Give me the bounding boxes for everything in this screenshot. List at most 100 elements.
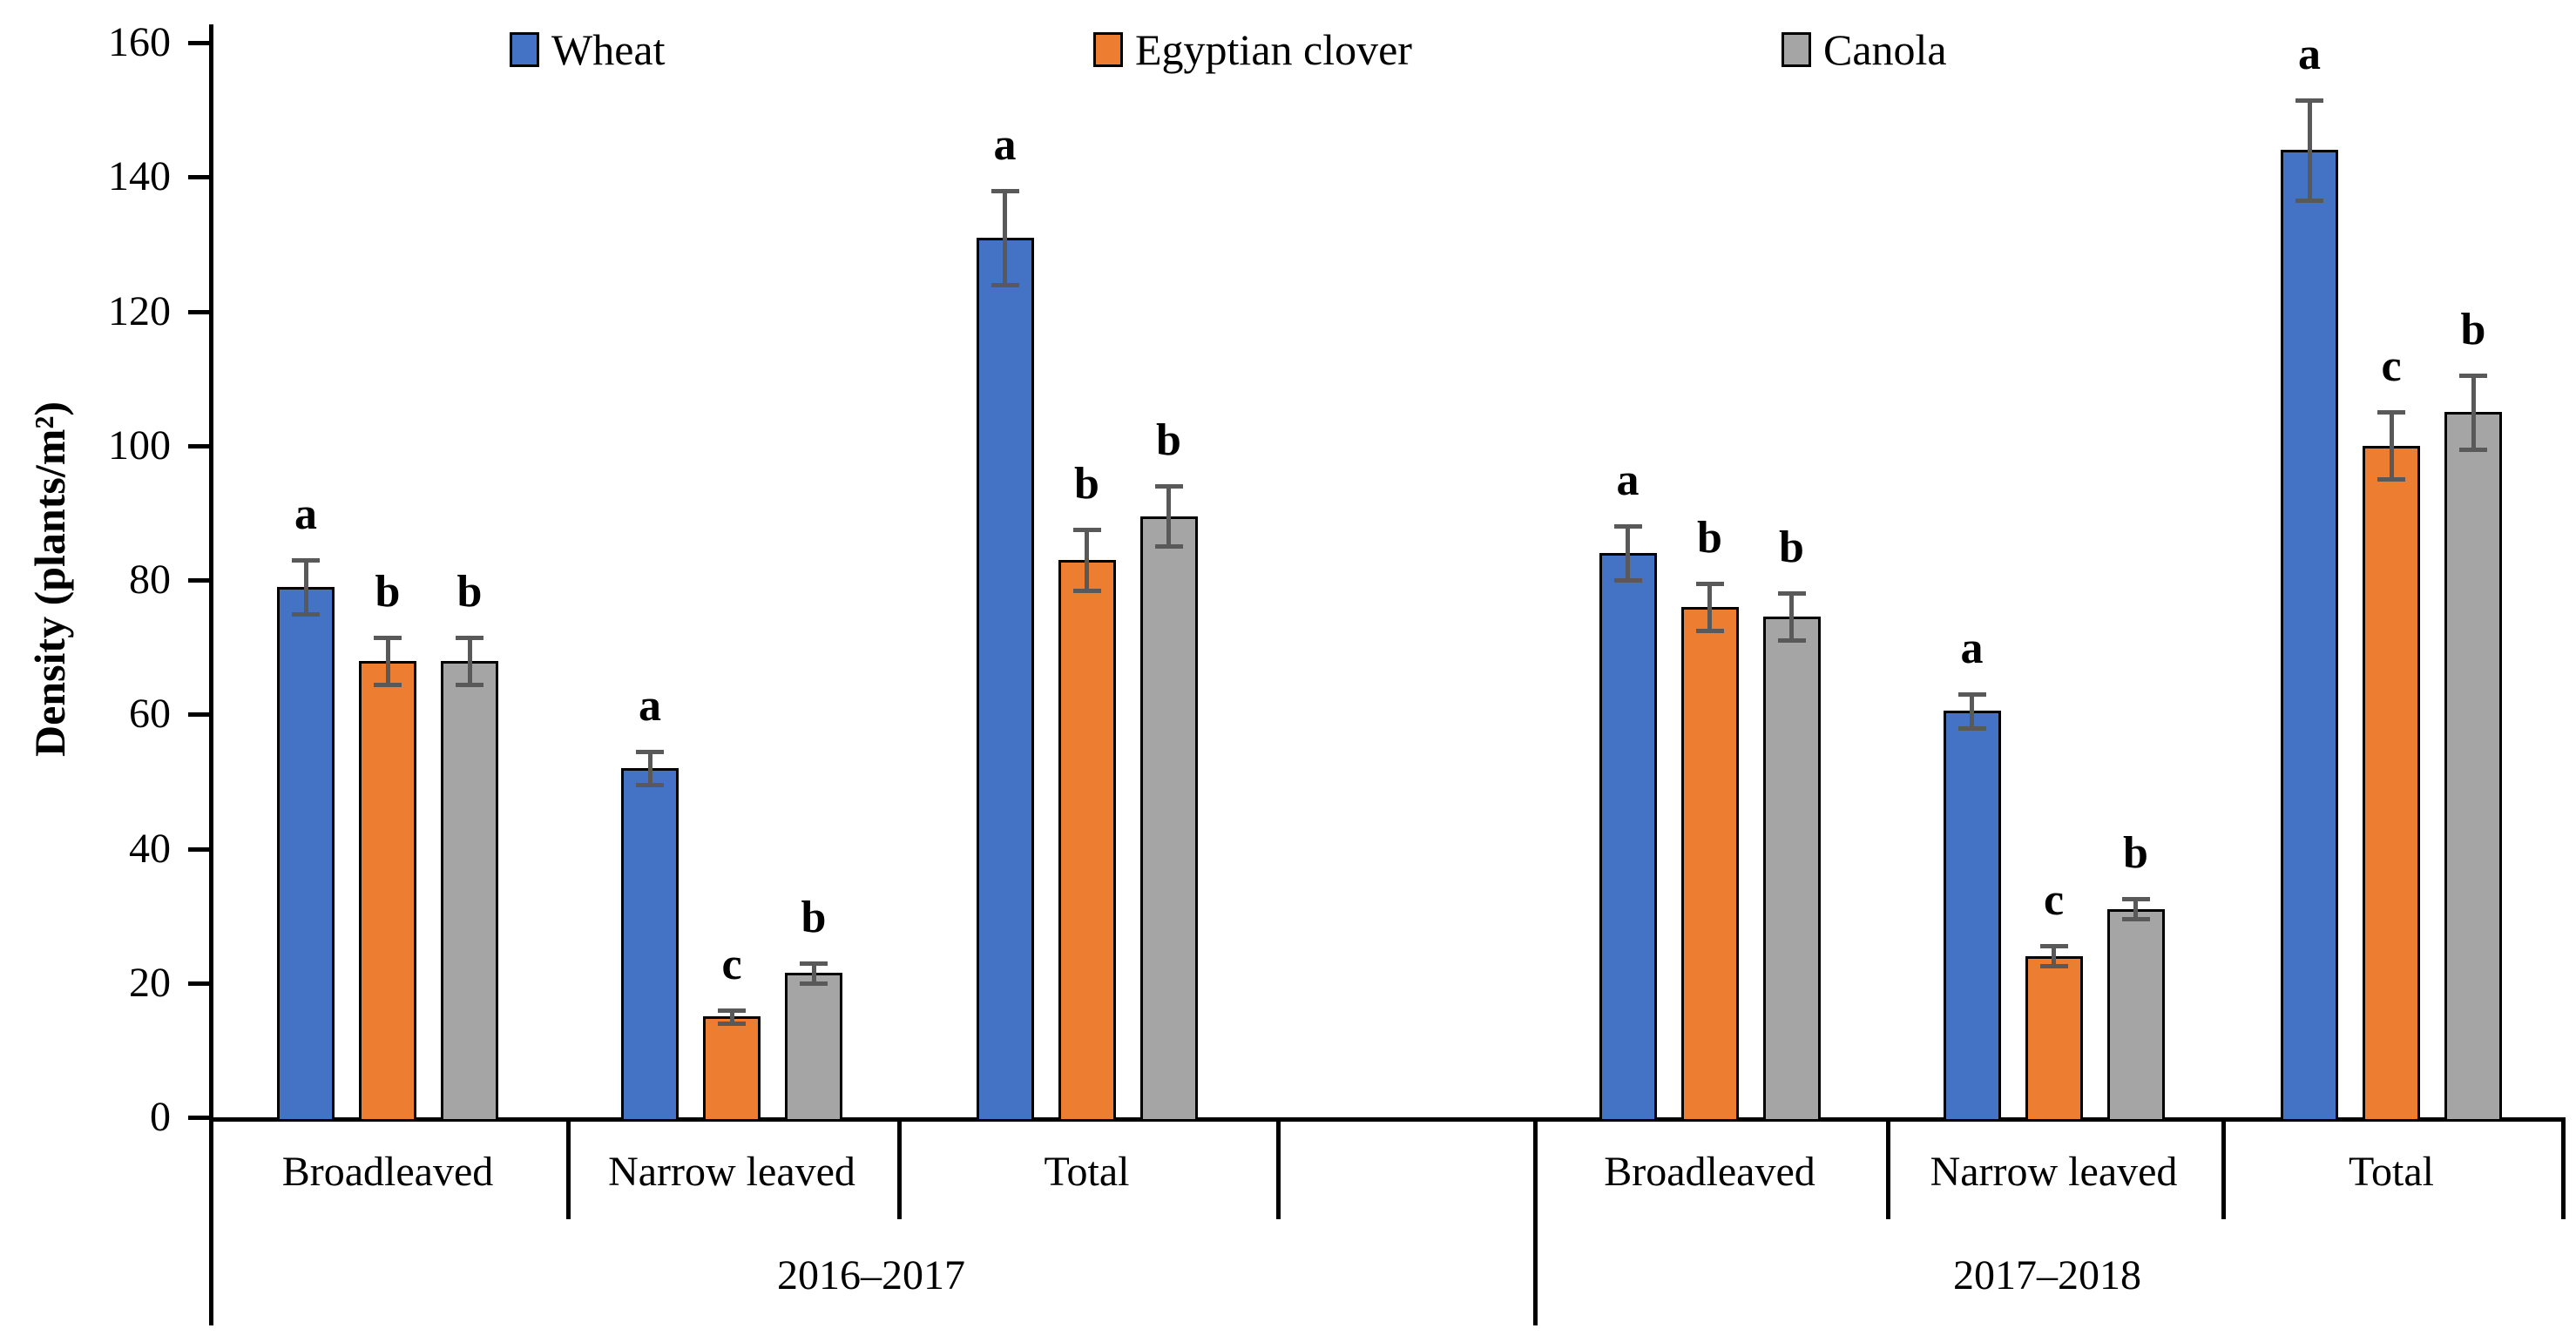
y-tick-mark bbox=[188, 578, 209, 583]
category-divider bbox=[897, 1117, 902, 1219]
error-bar-cap-bottom bbox=[1613, 578, 1642, 583]
category-divider bbox=[2561, 1117, 2566, 1219]
y-tick-mark bbox=[188, 443, 209, 448]
error-bar-cap-bottom bbox=[718, 1022, 746, 1027]
bar-canola bbox=[2106, 908, 2165, 1122]
category-divider bbox=[566, 1117, 571, 1219]
error-bar-cap-bottom bbox=[2295, 199, 2323, 204]
legend-item-wheat: Wheat bbox=[510, 28, 665, 71]
y-tick-mark bbox=[188, 846, 209, 852]
error-bar-whisker bbox=[1970, 694, 1974, 728]
error-bar-cap-bottom bbox=[1072, 588, 1101, 593]
y-tick-mark bbox=[188, 712, 209, 718]
significance-letter: c bbox=[2381, 341, 2402, 392]
error-bar-cap-bottom bbox=[2377, 477, 2405, 482]
bar-canola bbox=[1762, 617, 1821, 1122]
error-bar-whisker bbox=[729, 1009, 734, 1024]
bar-wheat bbox=[1943, 711, 2001, 1122]
error-bar-cap-top bbox=[456, 635, 483, 640]
error-bar-cap-bottom bbox=[1777, 638, 1806, 644]
error-bar-cap-bottom bbox=[456, 682, 483, 687]
y-tick-label: 40 bbox=[129, 825, 171, 872]
significance-letter: b bbox=[1697, 512, 1722, 563]
error-bar-cap-bottom bbox=[2039, 964, 2068, 969]
y-tick-label: 60 bbox=[129, 691, 171, 738]
category-divider bbox=[1886, 1117, 1890, 1219]
error-bar-cap-top bbox=[1613, 524, 1642, 529]
error-bar-whisker bbox=[811, 962, 816, 983]
bar-egyptian-clover bbox=[703, 1016, 761, 1122]
bar-egyptian-clover bbox=[2025, 955, 2083, 1122]
bar-egyptian-clover bbox=[1680, 606, 1739, 1122]
error-bar-cap-top bbox=[1695, 581, 1724, 586]
error-bar-cap-top bbox=[1957, 692, 1986, 698]
error-bar-whisker bbox=[385, 637, 390, 684]
bar-egyptian-clover bbox=[359, 660, 416, 1122]
significance-letter: b bbox=[1156, 415, 1181, 466]
legend-marker-egyptian-clover bbox=[1093, 32, 1123, 67]
significance-letter: a bbox=[639, 680, 661, 731]
season-label: 2017–2018 bbox=[1953, 1252, 2141, 1298]
error-bar-whisker bbox=[2471, 374, 2476, 449]
error-bar-cap-bottom bbox=[1695, 628, 1724, 633]
error-bar-whisker bbox=[647, 751, 652, 786]
bar-wheat bbox=[2281, 150, 2338, 1122]
error-bar-whisker bbox=[1085, 529, 1089, 590]
significance-letter: b bbox=[1074, 459, 1099, 509]
error-bar-cap-bottom bbox=[2121, 917, 2150, 922]
bar-canola bbox=[1139, 516, 1198, 1122]
significance-letter: b bbox=[375, 566, 401, 617]
category-label: Narrow leaved bbox=[1930, 1148, 2178, 1195]
bar-egyptian-clover bbox=[2363, 445, 2420, 1122]
error-bar-cap-top bbox=[2039, 944, 2068, 949]
error-bar-cap-bottom bbox=[636, 783, 664, 788]
y-axis-line bbox=[209, 24, 213, 1122]
category-label: Broadleaved bbox=[1604, 1148, 1815, 1195]
error-bar-cap-top bbox=[1154, 484, 1183, 489]
bar-egyptian-clover bbox=[1058, 559, 1116, 1122]
legend-item-canola: Canola bbox=[1782, 28, 1947, 71]
error-bar-cap-bottom bbox=[1154, 544, 1183, 550]
error-bar-cap-top bbox=[1072, 528, 1101, 533]
error-bar-whisker bbox=[303, 559, 308, 614]
error-bar-cap-bottom bbox=[374, 682, 402, 687]
error-bar-whisker bbox=[2052, 946, 2056, 967]
legend-marker-wheat bbox=[510, 32, 539, 67]
error-bar-cap-bottom bbox=[292, 611, 320, 617]
error-bar-whisker bbox=[2133, 899, 2138, 920]
bar-canola bbox=[441, 660, 498, 1122]
significance-letter: a bbox=[1960, 624, 1984, 674]
significance-letter: c bbox=[721, 939, 742, 989]
y-tick-label: 100 bbox=[108, 421, 171, 469]
error-bar-cap-top bbox=[2459, 373, 2487, 378]
error-bar-whisker bbox=[2307, 99, 2312, 201]
legend-marker-canola bbox=[1782, 32, 1811, 67]
error-bar-whisker bbox=[1626, 526, 1630, 580]
y-tick-label: 0 bbox=[150, 1094, 171, 1140]
legend-label: Canola bbox=[1823, 25, 1947, 74]
significance-letter: b bbox=[456, 566, 483, 617]
error-bar-cap-top bbox=[2377, 410, 2405, 415]
error-bar-cap-top bbox=[2295, 98, 2323, 103]
category-divider bbox=[1276, 1117, 1281, 1219]
season-divider bbox=[209, 1117, 213, 1325]
category-divider bbox=[2221, 1117, 2226, 1219]
y-tick-mark bbox=[188, 1116, 209, 1120]
error-bar-cap-bottom bbox=[991, 282, 1019, 287]
y-tick-mark bbox=[188, 175, 209, 180]
error-bar-cap-top bbox=[374, 635, 402, 640]
error-bar-cap-top bbox=[636, 749, 664, 754]
error-bar-whisker bbox=[1166, 486, 1171, 547]
error-bar-cap-bottom bbox=[1957, 725, 1986, 731]
significance-letter: a bbox=[294, 489, 317, 539]
bar-canola bbox=[2444, 412, 2502, 1122]
category-label: Narrow leaved bbox=[608, 1148, 855, 1195]
significance-letter: b bbox=[2123, 828, 2148, 879]
bar-wheat bbox=[1599, 553, 1657, 1122]
error-bar-cap-top bbox=[800, 961, 828, 966]
bar-wheat bbox=[277, 586, 335, 1122]
error-bar-cap-bottom bbox=[800, 981, 828, 986]
significance-letter: a bbox=[2298, 29, 2321, 79]
y-tick-label: 160 bbox=[108, 19, 171, 65]
